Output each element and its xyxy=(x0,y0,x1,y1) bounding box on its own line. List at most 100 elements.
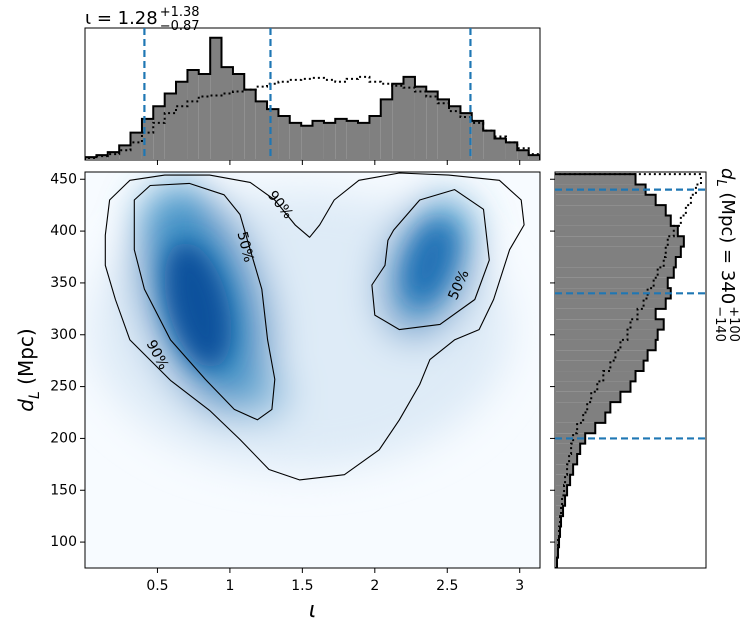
hist-bar xyxy=(555,267,674,278)
hist-bar xyxy=(555,443,581,454)
density-core xyxy=(164,223,454,369)
hist-bar xyxy=(555,215,671,226)
hist-bar xyxy=(312,120,324,160)
histogram xyxy=(555,173,702,568)
hist-bar xyxy=(555,526,561,537)
title-symbol: d xyxy=(717,168,738,180)
hist-bar xyxy=(555,298,666,309)
hist-bar xyxy=(449,106,461,160)
hist-bar xyxy=(426,91,438,160)
hist-bar xyxy=(555,402,611,413)
y-label-symbol: d xyxy=(14,399,38,412)
hist-bar xyxy=(555,329,658,340)
hist-bar xyxy=(369,116,381,160)
contour xyxy=(104,172,525,481)
density-map xyxy=(85,172,540,568)
hist-bar xyxy=(346,120,358,160)
hist-bar xyxy=(85,157,97,160)
hist-bar xyxy=(555,381,631,392)
title-upper: +1.38 xyxy=(160,5,200,20)
hist-bar xyxy=(221,67,233,160)
title-upper: +100 xyxy=(726,306,741,342)
title-lower: −140 xyxy=(712,306,727,342)
hist-bar xyxy=(555,547,559,558)
hist-step xyxy=(85,75,540,160)
contour-label: 50% xyxy=(233,230,256,264)
hist-bar xyxy=(164,93,176,160)
hist-bar xyxy=(555,205,666,216)
hist-bar xyxy=(555,360,644,372)
hist-bar xyxy=(555,557,558,568)
hist-bar xyxy=(210,37,222,160)
hist-bar xyxy=(255,101,267,160)
x-tick-label: 2.5 xyxy=(436,578,458,594)
density-peak xyxy=(164,241,232,369)
x-tick-label: 2 xyxy=(370,578,379,594)
hist-bar xyxy=(267,109,279,160)
title-text: (Mpc) = 340 xyxy=(717,187,738,305)
hist-bar xyxy=(380,99,393,160)
hist-bar xyxy=(460,113,472,160)
marks: 90%90%50%50%0.5 1 1.5 2 2.5 31001502002503003… xyxy=(14,5,741,623)
hist-bar xyxy=(555,505,564,517)
hist-bar xyxy=(555,308,656,320)
hist-bar xyxy=(555,277,668,289)
contour xyxy=(133,182,276,421)
hist-bar xyxy=(555,453,578,465)
hist-bar xyxy=(555,339,656,351)
hist-bar xyxy=(555,464,574,475)
hist-bar xyxy=(555,412,606,423)
hist-bar xyxy=(483,130,495,160)
y-label-subscript: L xyxy=(27,391,43,399)
density-peak xyxy=(406,223,454,301)
x-tick-label: 1 xyxy=(225,578,234,594)
hist-bar xyxy=(289,122,302,160)
hist-bar xyxy=(403,76,415,160)
hist-bar xyxy=(96,155,108,160)
y-axis-label: dL (Mpc) xyxy=(14,328,43,411)
hist-bar xyxy=(555,536,560,548)
title-main: ι = 1.28 xyxy=(85,8,158,29)
hist-bar xyxy=(555,495,566,506)
x-tick-label: 0.5 xyxy=(146,578,168,594)
hist-bar xyxy=(414,86,427,160)
hist-outline xyxy=(85,36,540,160)
y-tick-label: 100 xyxy=(50,534,77,550)
x-tick-label: 3 xyxy=(515,578,524,594)
x-tick-label: 1.5 xyxy=(291,578,313,594)
y-tick-label: 150 xyxy=(50,482,77,498)
hist-bar xyxy=(187,70,199,160)
hist-bar xyxy=(505,142,518,160)
hist-bar xyxy=(232,73,245,160)
y-tick-label: 300 xyxy=(50,327,77,343)
hist-bar xyxy=(130,132,142,160)
y-tick-label: 450 xyxy=(50,171,77,187)
hist-bar xyxy=(198,73,211,160)
hist-bar xyxy=(437,99,449,160)
density-glow xyxy=(90,184,510,470)
hist-bar xyxy=(555,391,621,403)
hist-bar xyxy=(555,474,571,486)
hist-bar xyxy=(358,122,370,160)
hist-bar xyxy=(555,485,568,496)
hist-bar xyxy=(301,125,313,160)
hist-outline xyxy=(555,173,685,568)
hist-bar xyxy=(107,152,120,160)
hist-bar xyxy=(517,150,529,160)
hist-bar xyxy=(555,246,681,258)
y-tick-label: 200 xyxy=(50,430,77,446)
hist-bar xyxy=(555,257,676,268)
hist-bar xyxy=(555,422,596,434)
hist-title: dL (Mpc) = 340+100−140 xyxy=(712,168,741,342)
hist-step xyxy=(555,173,702,568)
hist-bar xyxy=(141,118,154,160)
hist-bar xyxy=(153,106,165,160)
hist-bar xyxy=(494,138,506,160)
hist-bar xyxy=(176,81,188,160)
y-tick-label: 250 xyxy=(50,379,77,395)
contour xyxy=(371,189,490,331)
y-label-unit: (Mpc) xyxy=(14,328,38,391)
hist-bar xyxy=(555,516,562,527)
panel-frame xyxy=(84,171,541,569)
